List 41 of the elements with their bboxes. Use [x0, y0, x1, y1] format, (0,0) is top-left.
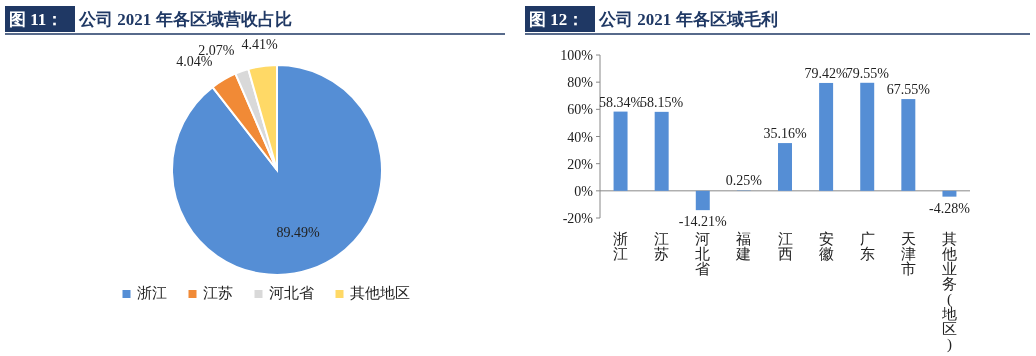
legend-label: 浙江 [136, 285, 167, 301]
data-label: -14.21% [678, 214, 728, 230]
x-tick-label: 天津市 [900, 231, 916, 277]
bar [819, 82, 834, 191]
x-tick-label: 其他业务(地区) [940, 231, 957, 353]
x-tick-label: 江西 [777, 231, 793, 262]
y-tick-label: 0% [574, 183, 594, 199]
x-tick-label: 浙江 [613, 231, 629, 262]
legend-label: 河北省 [268, 285, 314, 301]
x-tick-label: 福建 [735, 231, 752, 262]
data-label: 58.15% [640, 94, 684, 110]
data-label: 0.25% [725, 173, 763, 189]
data-label: 35.16% [763, 126, 807, 142]
y-tick-label: 100% [560, 48, 594, 63]
y-tick-label: 20% [567, 156, 594, 172]
legend-label: 江苏 [202, 285, 233, 301]
data-label: 4.41% [241, 37, 278, 53]
x-tick-label: 安徽 [818, 231, 834, 262]
bar [778, 143, 792, 191]
x-tick-label: 河北省 [695, 231, 711, 277]
chart-title: 图 12：公司 2021 年各区域毛利 [529, 10, 778, 29]
bar [901, 99, 916, 191]
chart-title: 图 11：公司 2021 年各区域营收占比 [9, 10, 292, 29]
y-tick-label: -20% [562, 211, 594, 226]
bar [860, 82, 875, 191]
bar [695, 190, 710, 211]
y-tick-label: 40% [567, 129, 594, 145]
data-label: 89.49% [276, 224, 321, 240]
data-label: 67.55% [886, 82, 931, 98]
pie-slice [171, 64, 383, 276]
data-label: -4.28% [929, 200, 971, 216]
x-tick-label: 广东 [859, 231, 875, 262]
x-tick-label: 江苏 [654, 231, 670, 262]
bar [613, 111, 628, 191]
y-tick-label: 80% [567, 75, 594, 91]
data-label: 79.55% [845, 65, 890, 81]
legend-label: 其他地区 [349, 285, 410, 301]
data-label: 58.34% [598, 94, 643, 110]
bar [942, 190, 957, 197]
bar [654, 111, 669, 191]
y-tick-label: 60% [567, 102, 594, 118]
